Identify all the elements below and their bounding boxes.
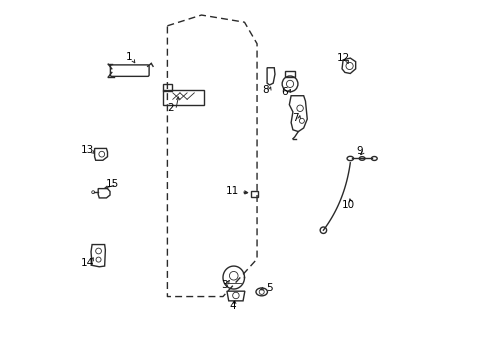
Text: 7: 7 — [292, 113, 299, 123]
Text: 10: 10 — [341, 200, 354, 210]
Text: 9: 9 — [355, 145, 362, 156]
Text: 15: 15 — [106, 179, 119, 189]
Text: 14: 14 — [81, 258, 94, 268]
Text: 12: 12 — [336, 53, 349, 63]
Text: 11: 11 — [225, 186, 238, 196]
Text: 3: 3 — [221, 280, 227, 290]
Text: 2: 2 — [167, 103, 174, 113]
Text: 4: 4 — [229, 301, 236, 311]
Text: 1: 1 — [125, 52, 132, 62]
Text: 6: 6 — [281, 87, 287, 97]
Text: 8: 8 — [262, 85, 269, 95]
Text: 13: 13 — [81, 144, 94, 154]
Text: 5: 5 — [266, 283, 272, 293]
